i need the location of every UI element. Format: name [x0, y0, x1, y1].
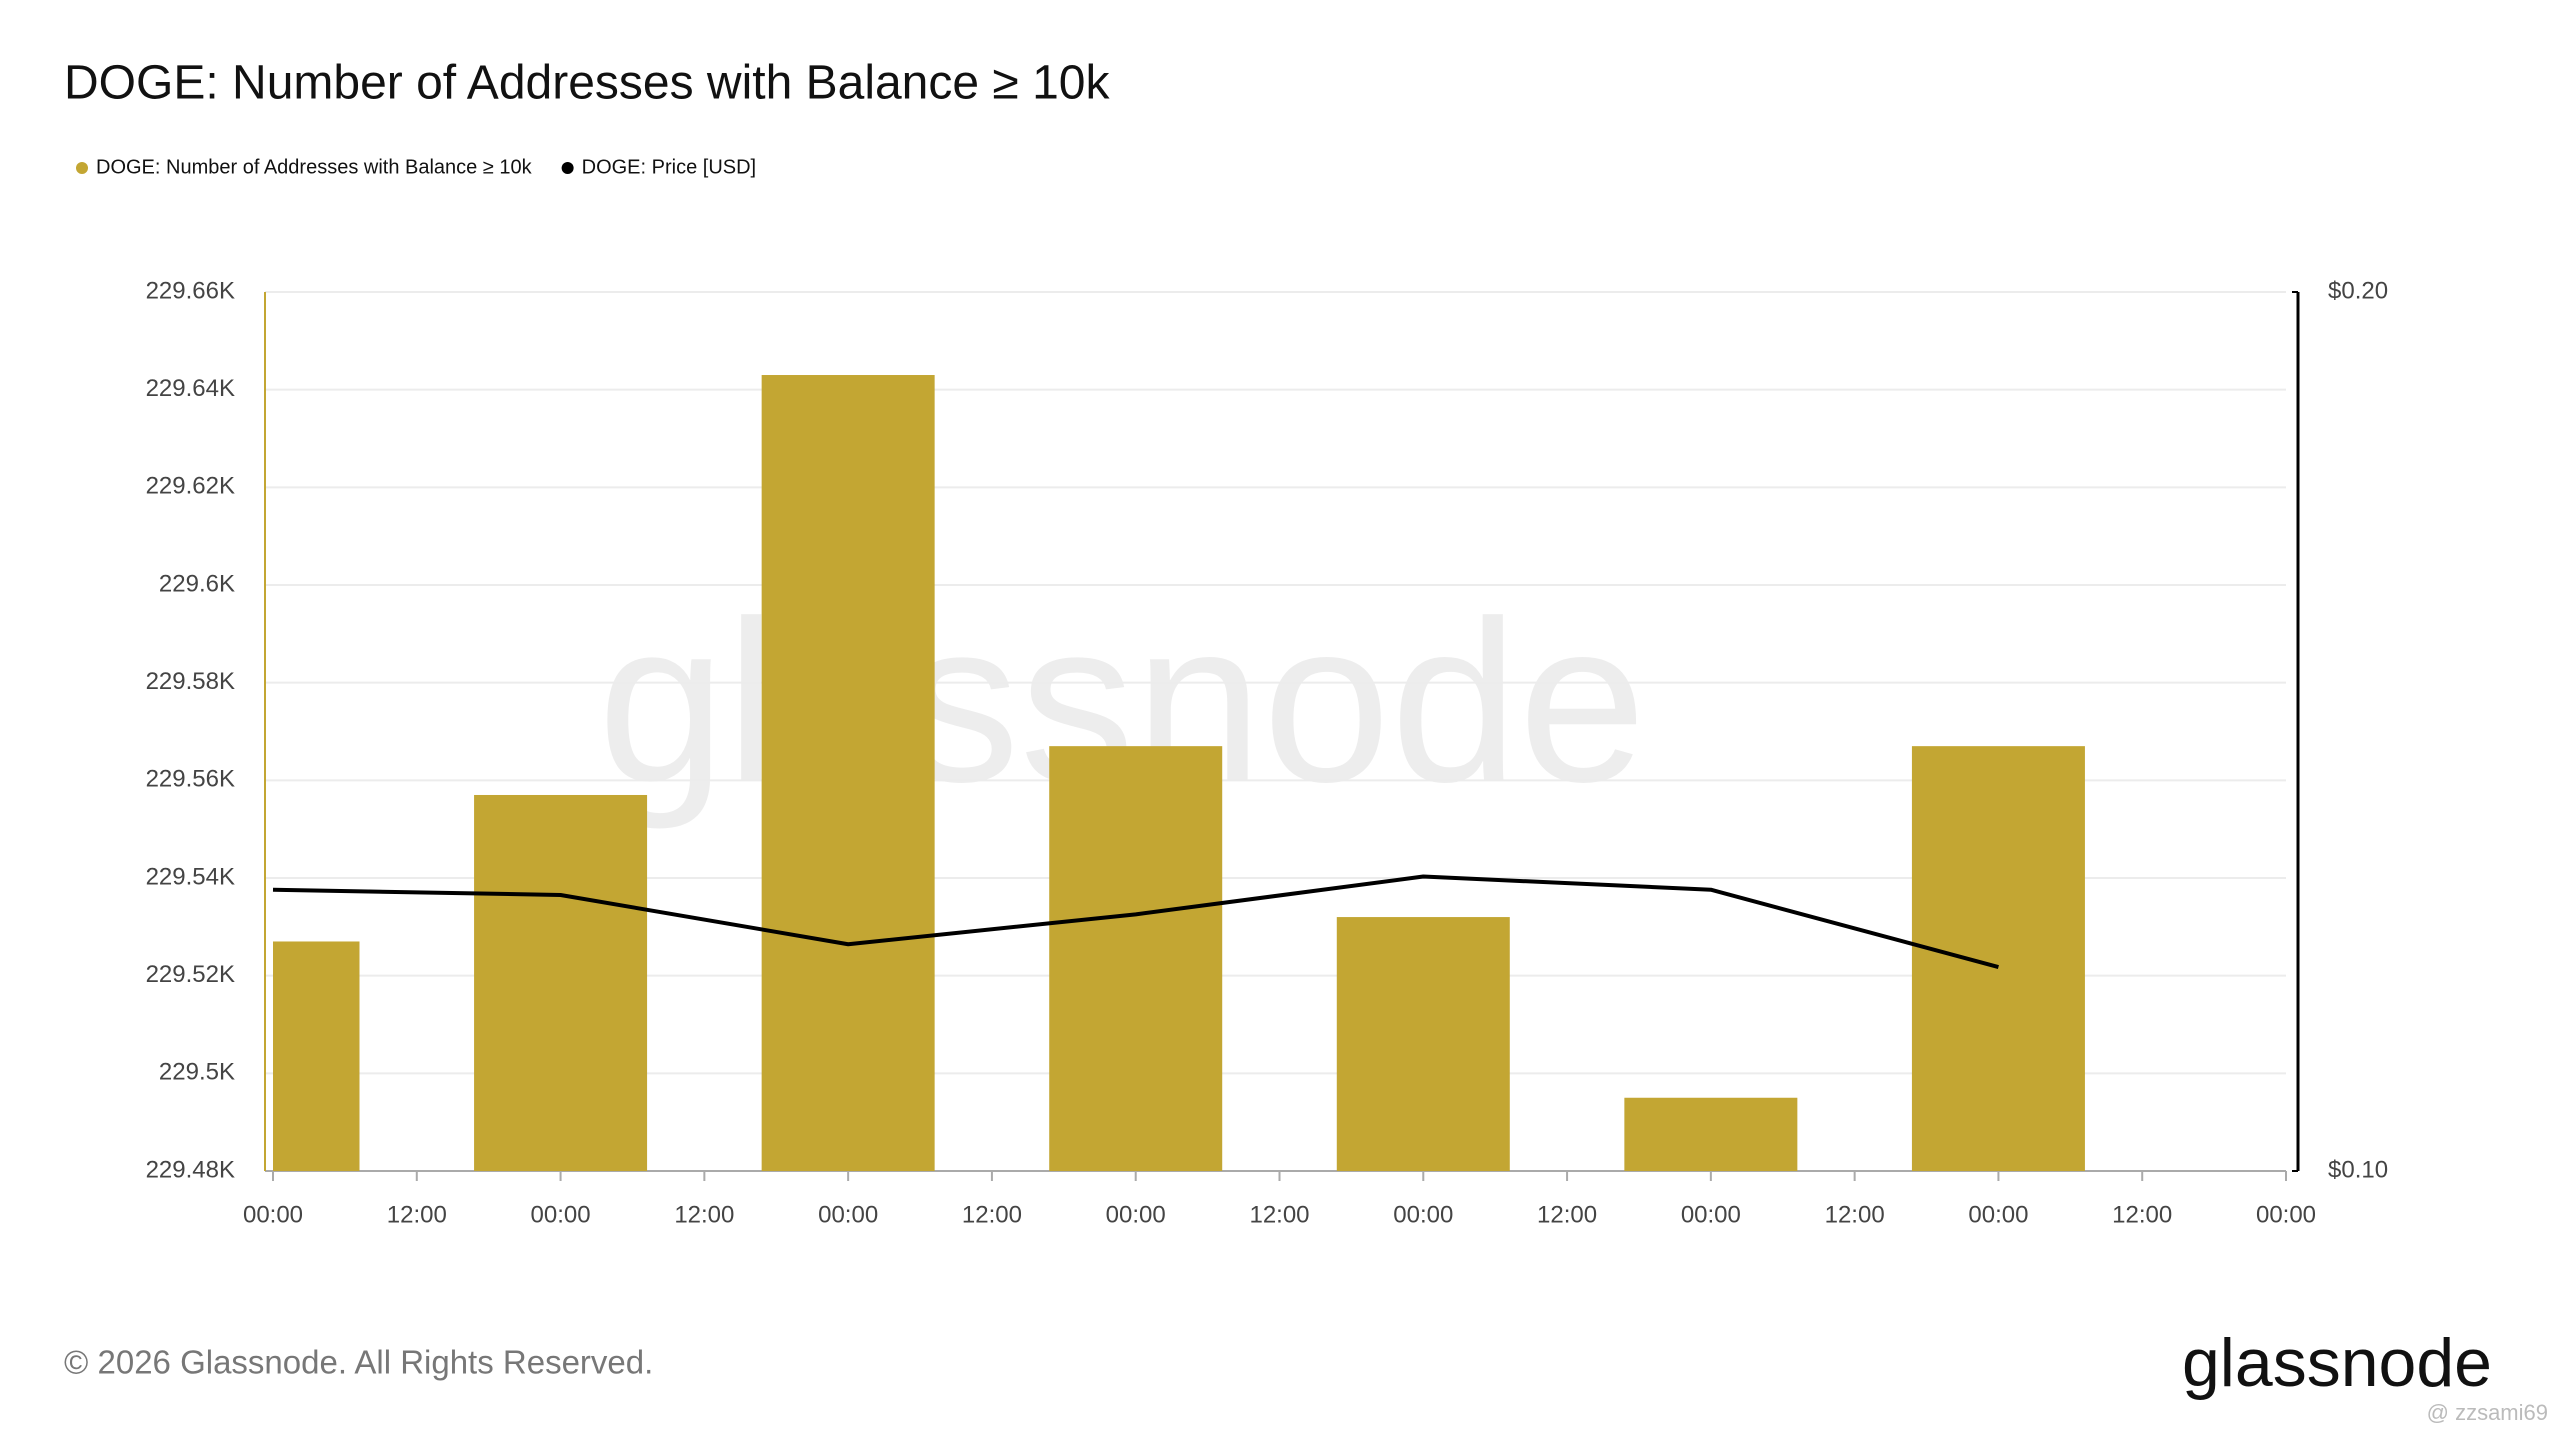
chart-title: DOGE: Number of Addresses with Balance ≥…: [64, 57, 1110, 110]
legend: DOGE: Number of Addresses with Balance ≥…: [76, 156, 756, 178]
legend-label: DOGE: Number of Addresses with Balance ≥…: [96, 156, 533, 178]
bar: [1049, 746, 1223, 1171]
bar: [474, 794, 648, 1171]
x-tick-label: 12:00: [1249, 1201, 1309, 1228]
x-tick-label: 12:00: [387, 1201, 447, 1228]
x-tick-label: 12:00: [2112, 1201, 2172, 1228]
y-tick-label: 229.48K: [146, 1156, 235, 1183]
bar: [1336, 917, 1510, 1171]
x-tick-label: 00:00: [818, 1201, 878, 1228]
y-tick-label: 229.54K: [146, 863, 235, 890]
x-tick-label: 00:00: [531, 1201, 591, 1228]
x-tick-label: 00:00: [1106, 1201, 1166, 1228]
x-tick-label: 12:00: [1825, 1201, 1885, 1228]
legend-swatch: [561, 162, 574, 174]
copyright: © 2026 Glassnode. All Rights Reserved.: [64, 1344, 653, 1381]
y-tick-label: 229.6K: [159, 570, 235, 597]
bar: [761, 375, 935, 1171]
credit: @ zzsami69: [2427, 1400, 2548, 1425]
y-tick-label: 229.52K: [146, 961, 235, 988]
bar: [1624, 1097, 1798, 1171]
bar: [1911, 746, 2085, 1171]
x-tick-label: 12:00: [1537, 1201, 1597, 1228]
y-tick-label: 229.58K: [146, 668, 235, 695]
x-tick-label: 00:00: [1681, 1201, 1741, 1228]
price-line: [272, 874, 1999, 970]
x-tick-label: 00:00: [1968, 1201, 2028, 1228]
y-tick-label: 229.5K: [159, 1059, 235, 1086]
x-tick-label: 00:00: [2256, 1201, 2316, 1228]
y-tick-label: 229.64K: [146, 375, 235, 402]
x-tick-label: 12:00: [674, 1201, 734, 1228]
x-tick-label: 12:00: [962, 1201, 1022, 1228]
x-tick-label: 00:00: [1393, 1201, 1453, 1228]
y2-tick-label: $0.20: [2328, 277, 2388, 304]
y2-tick-label: $0.10: [2328, 1156, 2388, 1183]
legend-swatch: [76, 162, 88, 174]
x-tick-label: 00:00: [243, 1201, 303, 1228]
plot-area: [273, 375, 2085, 1171]
bar: [273, 941, 360, 1171]
y-tick-label: 229.66K: [146, 277, 235, 304]
legend-label: DOGE: Price [USD]: [582, 156, 756, 178]
y-tick-label: 229.56K: [146, 766, 235, 793]
logo: glassnode: [2182, 1325, 2492, 1401]
y-tick-label: 229.62K: [146, 473, 235, 500]
